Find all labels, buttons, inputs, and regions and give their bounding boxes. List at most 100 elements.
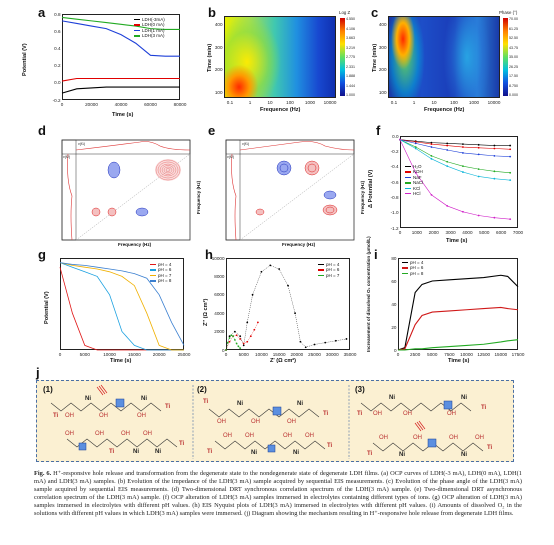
atom-ti: Ti	[323, 411, 329, 417]
xlabel-f: Time (s)	[446, 238, 468, 244]
caption-text: H⁺-responsive hole release and transform…	[34, 470, 522, 518]
legend-swatch	[402, 261, 408, 264]
xlabel-h: Z' (Ω cm²)	[270, 358, 297, 364]
x-tick-c: 1	[412, 99, 416, 105]
legend-entry: KOH	[413, 169, 423, 175]
legend-entry: KCl	[413, 185, 421, 191]
legend-entry: pH = 4	[410, 260, 424, 265]
colorbar-tick-b: 2.775	[346, 55, 355, 59]
colorbar-tick-b: 1.444	[346, 83, 355, 88]
legend-swatch	[405, 165, 411, 168]
atom-ti: Ti	[165, 404, 171, 410]
legend-h: pH = 4 pH = 6 pH = 7	[318, 262, 339, 278]
figure-caption: Fig. 6. H⁺-responsive hole release and t…	[34, 470, 522, 519]
y-tick-i: 40	[391, 301, 397, 307]
y-tick-i: 80	[391, 255, 397, 261]
y-tick-f: -1.2	[390, 225, 399, 231]
atom-ni: Ni	[293, 450, 299, 456]
y-tick-h: 4000	[214, 310, 225, 316]
legend-entry: pH = 6	[410, 265, 424, 271]
legend-swatch	[134, 24, 140, 26]
x-tick-c: 100	[450, 99, 458, 105]
y-tick-b: 100	[214, 90, 223, 95]
x-tick-b: 1	[248, 99, 252, 105]
legend-a: LDH(-3mA) LDH(0 mA) LDH(1 mA) LDH(3 mA)	[134, 17, 165, 39]
y-tick-b: 400	[214, 22, 223, 27]
y-tick-f: -1.0	[390, 210, 399, 216]
x-tick-h: 30000	[325, 351, 339, 357]
panel-label-g: g	[38, 247, 46, 262]
legend-swatch	[150, 274, 156, 277]
legend-entry: pH = 7	[158, 272, 172, 278]
y-tick-f: 0.0	[392, 133, 399, 139]
atom-ti: Ti	[207, 449, 213, 455]
colorbar-tick-b: 3.219	[346, 45, 355, 50]
y-tick-a: 0.8	[54, 11, 61, 17]
legend-entry: LDH(1 mA)	[142, 27, 165, 33]
y-tick-h: 8000	[214, 273, 225, 279]
legend-swatch	[405, 176, 411, 179]
group-oh: OH	[245, 433, 254, 439]
x-tick-h: 20000	[290, 351, 304, 357]
colorbar-tick-c: 35.00	[509, 55, 518, 59]
atom-ni: Ni	[251, 450, 257, 456]
legend-swatch	[150, 269, 156, 271]
y-tick-h: 10000	[211, 255, 225, 261]
legend-entry: pH = 6	[158, 267, 172, 273]
legend-swatch	[405, 171, 411, 173]
group-oh: OH	[305, 433, 314, 439]
x-tick-h: 25000	[308, 351, 321, 357]
colorbar-tick-b: 1.888	[346, 74, 355, 78]
x-tick-f: 3000	[445, 229, 456, 235]
x-tick-h: 0	[224, 351, 228, 357]
legend-entry: H₂O	[413, 164, 422, 169]
panel-label-i: i	[374, 247, 378, 262]
x-tick-i: 12500	[477, 351, 491, 357]
group-oh: OH	[143, 431, 152, 437]
diagram-step-2: (2)	[197, 385, 207, 394]
atom-ni: Ni	[297, 401, 303, 407]
x-tick-b: 0.1	[226, 99, 234, 105]
legend-entry: pH = 4	[326, 262, 340, 267]
y-tick-c: 200	[378, 67, 387, 73]
x-tick-c: 10000	[487, 99, 501, 105]
x-tick-i: 15000	[494, 351, 508, 357]
x-tick-a: 80000	[173, 101, 187, 107]
y-tick-f: -0.6	[390, 179, 399, 185]
legend-swatch	[405, 192, 411, 195]
legend-entry: pH = 8	[158, 278, 172, 284]
ylabel-b: Time (min)	[207, 43, 213, 72]
legend-entry: LDH(3 mA)	[142, 33, 165, 39]
axis-name-d-y: v(f2)	[63, 155, 71, 159]
legend-swatch	[150, 280, 156, 282]
xlabel-g: Time (s)	[110, 358, 132, 364]
y-tick-a: 0.4	[54, 45, 61, 51]
ylabel-f: Δ Potential (V)	[368, 169, 374, 208]
ylabel-e: Frequency (Hz)	[360, 180, 365, 214]
legend-entry: pH = 7	[326, 272, 340, 278]
atom-ti: Ti	[179, 441, 185, 447]
y-tick-a: 0.2	[54, 63, 61, 69]
atom-ni: Ni	[155, 449, 161, 455]
x-tick-f: 7000	[512, 229, 524, 235]
panel-label-h: h	[205, 247, 213, 262]
panel-label-f: f	[376, 123, 381, 138]
colorbar-tick-c: 17.50	[509, 74, 518, 78]
colorbar-title-b: Log Z	[339, 10, 351, 15]
x-tick-a: 40000	[114, 101, 128, 107]
heatmap-b	[224, 16, 336, 98]
legend-swatch	[150, 263, 156, 266]
x-tick-i: 17500	[511, 351, 525, 357]
atom-ti: Ti	[357, 411, 363, 417]
x-tick-h: 35000	[343, 351, 357, 357]
colorbar-title-c: Phase (°)	[499, 10, 518, 15]
legend-entry: NaCl	[413, 180, 424, 186]
colorbar-tick-c: 26.25	[509, 64, 518, 69]
legend-swatch	[134, 29, 140, 32]
atom-ni: Ni	[461, 452, 467, 458]
atom-ti: Ti	[367, 451, 373, 457]
ylabel-d: Frequency (Hz)	[196, 180, 201, 214]
colorbar-tick-c: 0.000	[509, 93, 518, 97]
y-tick-a: -0.2	[52, 97, 61, 103]
legend-swatch	[405, 187, 411, 190]
